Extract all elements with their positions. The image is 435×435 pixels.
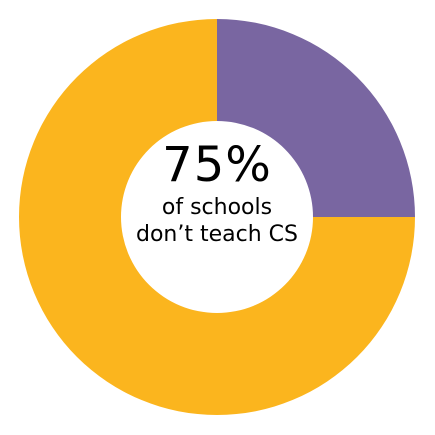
- center-caption-line-2: don’t teach CS: [136, 222, 298, 247]
- center-value: 75%: [162, 137, 272, 193]
- donut-slice-0: [19, 19, 415, 415]
- center-label: 75% of schools don’t teach CS: [67, 136, 367, 248]
- donut-slice-1: [217, 19, 415, 217]
- center-caption-line-1: of schools: [161, 195, 273, 220]
